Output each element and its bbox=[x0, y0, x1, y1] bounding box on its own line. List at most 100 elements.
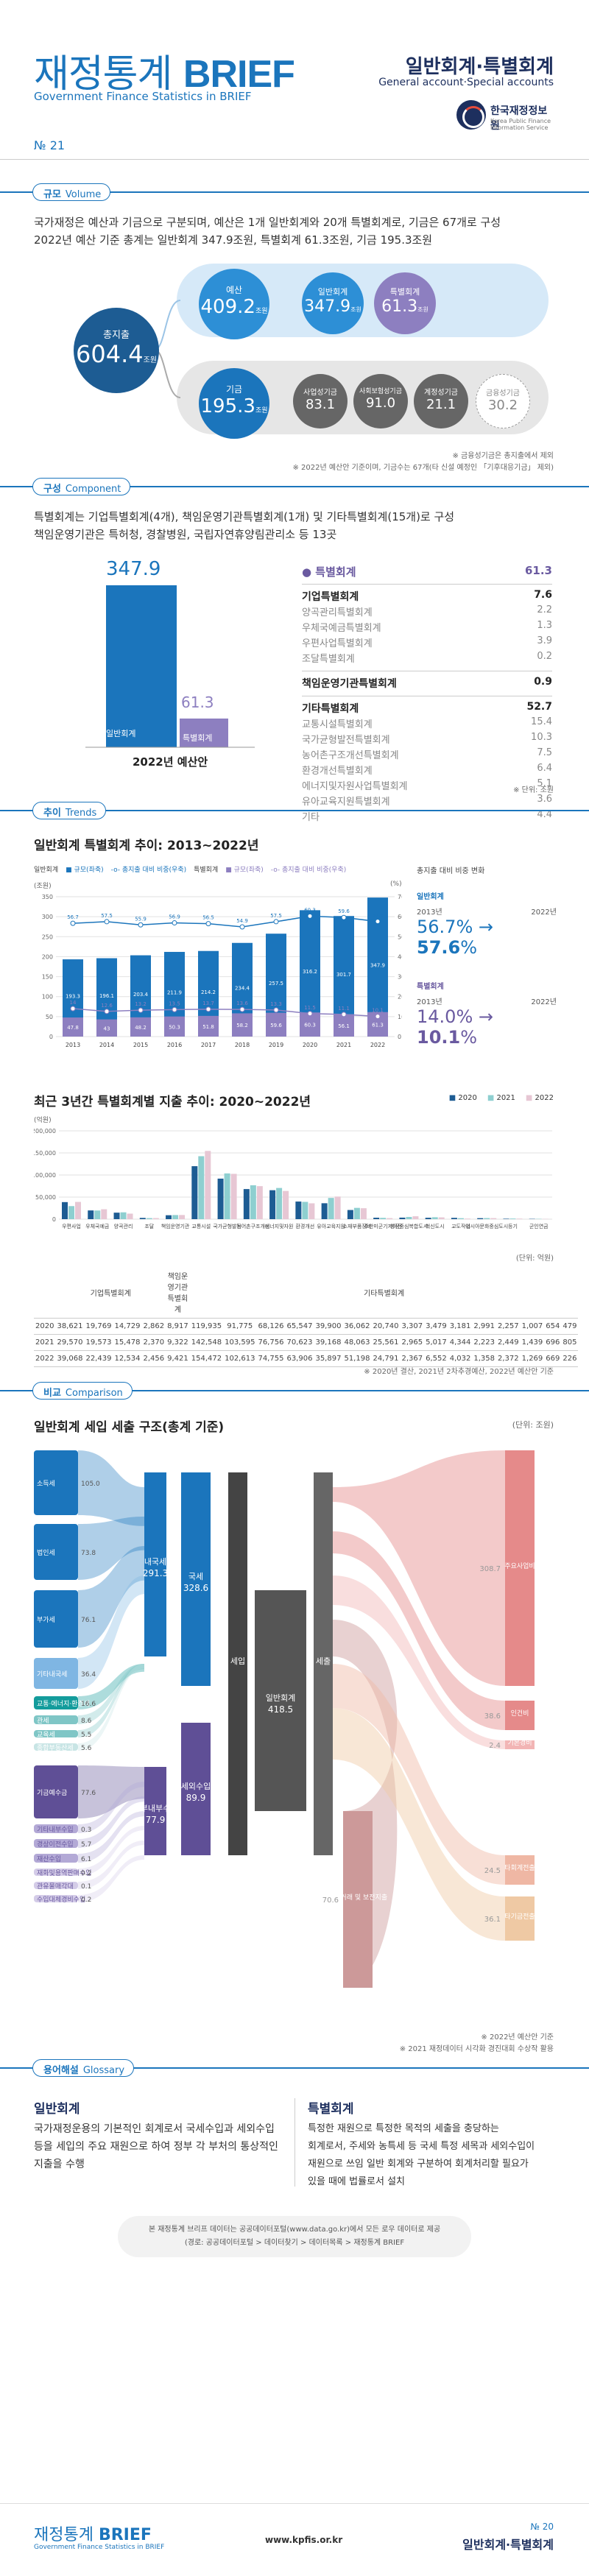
chart2-title: 최근 3년간 특별회계별 지출 추이: 2020~2022년 bbox=[34, 1095, 311, 1109]
list-item: 에너지및자원사업특별회계 5.1 bbox=[302, 778, 552, 792]
flow bbox=[78, 1796, 144, 1848]
volume-text: 국가재정은 예산과 기금으로 구분되며, 예산은 1개 일반회계와 20개 특별… bbox=[34, 216, 501, 247]
source-node bbox=[34, 1824, 78, 1833]
bar-2022 bbox=[360, 1208, 367, 1219]
flow bbox=[333, 1450, 505, 1686]
x-tick: 2018 bbox=[235, 1042, 250, 1048]
point-label: 13.7 bbox=[202, 1001, 214, 1006]
bar-special bbox=[164, 1016, 185, 1037]
point-label: 55.9 bbox=[135, 916, 147, 922]
source-node bbox=[34, 1839, 78, 1848]
point bbox=[70, 1006, 76, 1012]
footer: 재정통계 BRIEF Government Finance Statistics… bbox=[0, 2503, 589, 2576]
y-tick: 150,000 bbox=[34, 1150, 56, 1157]
source-node bbox=[34, 1854, 78, 1863]
y2-tick: 70 bbox=[398, 894, 402, 900]
list-item: 우체국예금특별회계 1.3 bbox=[302, 620, 552, 634]
bar-2021 bbox=[457, 1218, 464, 1219]
source-node bbox=[34, 1715, 78, 1724]
mid-node bbox=[181, 1472, 211, 1686]
footer-issue: № 20 bbox=[530, 2522, 554, 2532]
y-tick: 100,000 bbox=[34, 1172, 56, 1179]
y2-tick: 60 bbox=[398, 914, 402, 920]
bar-2022 bbox=[127, 1213, 133, 1219]
list-item: 농어촌구조개선특별회계 7.5 bbox=[302, 747, 552, 761]
mid-value: 89.9 bbox=[186, 1793, 206, 1803]
table-row: 2021 29,570 19,573 15,478 2,370 9,322 142,548 1… bbox=[34, 1334, 579, 1351]
bar-2020 bbox=[62, 1201, 68, 1219]
source-value: 73.8 bbox=[81, 1550, 96, 1557]
y-tick: 200 bbox=[42, 953, 53, 960]
x-tick: 2022 bbox=[370, 1042, 385, 1048]
bar-label: 196.1 bbox=[99, 993, 114, 999]
bar-label: 60.3 bbox=[304, 1023, 316, 1028]
x-tick: 에너지및자원 bbox=[265, 1223, 294, 1229]
point-label: 10.1 bbox=[372, 1008, 384, 1014]
fund-circle-finance: 금융성기금 30.2 bbox=[476, 374, 530, 428]
x-tick: 2014 bbox=[99, 1042, 114, 1048]
y-tick: 350 bbox=[42, 894, 53, 900]
component-text: 특별회계는 기업특별회계(4개), 책임운영기관특별회계(1개) 및 기타특별회… bbox=[34, 510, 455, 541]
glossary-special-title: 특별회계 bbox=[308, 2102, 354, 2117]
mid-node bbox=[144, 1472, 166, 1656]
source-node bbox=[34, 1869, 78, 1876]
bar-label: 61.3 bbox=[372, 1022, 384, 1028]
source-node bbox=[34, 1765, 78, 1818]
source-node bbox=[34, 1743, 78, 1751]
bar-2021 bbox=[328, 1198, 334, 1219]
target-value: 24.5 bbox=[484, 1867, 501, 1875]
point bbox=[239, 924, 245, 930]
fund-circle: 기금 195.3조원 bbox=[199, 368, 269, 439]
bar-label: 214.2 bbox=[201, 989, 216, 995]
y2-tick: 50 bbox=[398, 934, 402, 940]
target-value: 36.1 bbox=[484, 1916, 501, 1924]
source-node bbox=[34, 1882, 78, 1889]
table-row: 2020 38,621 19,769 14,729 2,862 8,917 119,935 9… bbox=[34, 1318, 579, 1335]
bar-2021 bbox=[120, 1212, 127, 1219]
y-tick: 300 bbox=[42, 914, 53, 920]
bar-2022 bbox=[230, 1174, 237, 1219]
footer-url[interactable]: www.kpfis.or.kr bbox=[265, 2535, 343, 2545]
flow bbox=[78, 1826, 144, 1876]
target-label: 인건비 bbox=[511, 1709, 529, 1718]
flow bbox=[78, 1782, 144, 1833]
list-item: 국가균형발전특별회계 10.3 bbox=[302, 732, 552, 746]
sankey-diagram: 소득세 105.0 법인세 73.8 부가세 76.1 기타내국세 36.4 교통·에너지·환경… bbox=[34, 1450, 535, 1988]
glossary-general-title: 일반회계 bbox=[34, 2102, 80, 2117]
chart2-svg: 0 50,000 100,000 150,000 200,000 우편사업 우체국예금 양곡관… bbox=[34, 1128, 552, 1229]
point bbox=[104, 919, 110, 925]
x-tick: 등기 bbox=[508, 1223, 518, 1229]
list-item: 교통시설특별회계 15.4 bbox=[302, 716, 552, 730]
list-item: 기업특별회계 7.6 bbox=[302, 589, 552, 603]
bar-2022 bbox=[256, 1186, 263, 1219]
source-value: 8.6 bbox=[81, 1718, 92, 1725]
point bbox=[273, 919, 279, 925]
flow bbox=[78, 1575, 144, 1689]
target-label: 타회계전출 bbox=[504, 1863, 535, 1872]
bar-2021 bbox=[224, 1173, 230, 1219]
target-value: 70.6 bbox=[322, 1896, 339, 1905]
y-tick: 100 bbox=[42, 994, 53, 1001]
point bbox=[138, 1007, 144, 1013]
x-tick: 2020 bbox=[303, 1042, 317, 1048]
x-tick: 국가균형발전 bbox=[213, 1223, 241, 1229]
bar-2021 bbox=[380, 1218, 387, 1219]
point bbox=[273, 1007, 279, 1013]
point bbox=[239, 1006, 245, 1012]
bar-xlabel: 2022년 예산안 bbox=[133, 755, 208, 769]
bar-2020 bbox=[347, 1210, 353, 1219]
bar-2020 bbox=[321, 1203, 328, 1219]
footer-title: 일반회계·특별회계 bbox=[462, 2538, 554, 2552]
point bbox=[375, 919, 381, 925]
source-label: 기금예수금 bbox=[37, 1789, 67, 1797]
bar-special bbox=[232, 1013, 253, 1037]
brand-subtitle: Government Finance Statistics in BRIEF bbox=[34, 90, 252, 103]
bar-2020 bbox=[425, 1218, 431, 1219]
special-account-table: 기업특별회계 책임운영기관특별회계 기타특별회계 2020 38,621 19,769 14… bbox=[34, 1266, 579, 1367]
glossary-special-text: 특정한 재원으로 특정한 목적의 세출을 충당하는 회계로서, 주세와 농특세 등… bbox=[308, 2123, 535, 2187]
source-label: 종합부동산세 bbox=[37, 1744, 74, 1752]
list-item: 책임운영기관특별회계 0.9 bbox=[302, 676, 552, 690]
bar-2022 bbox=[308, 1203, 315, 1219]
source-value: 0.2 bbox=[81, 1870, 91, 1877]
source-node bbox=[34, 1450, 78, 1515]
